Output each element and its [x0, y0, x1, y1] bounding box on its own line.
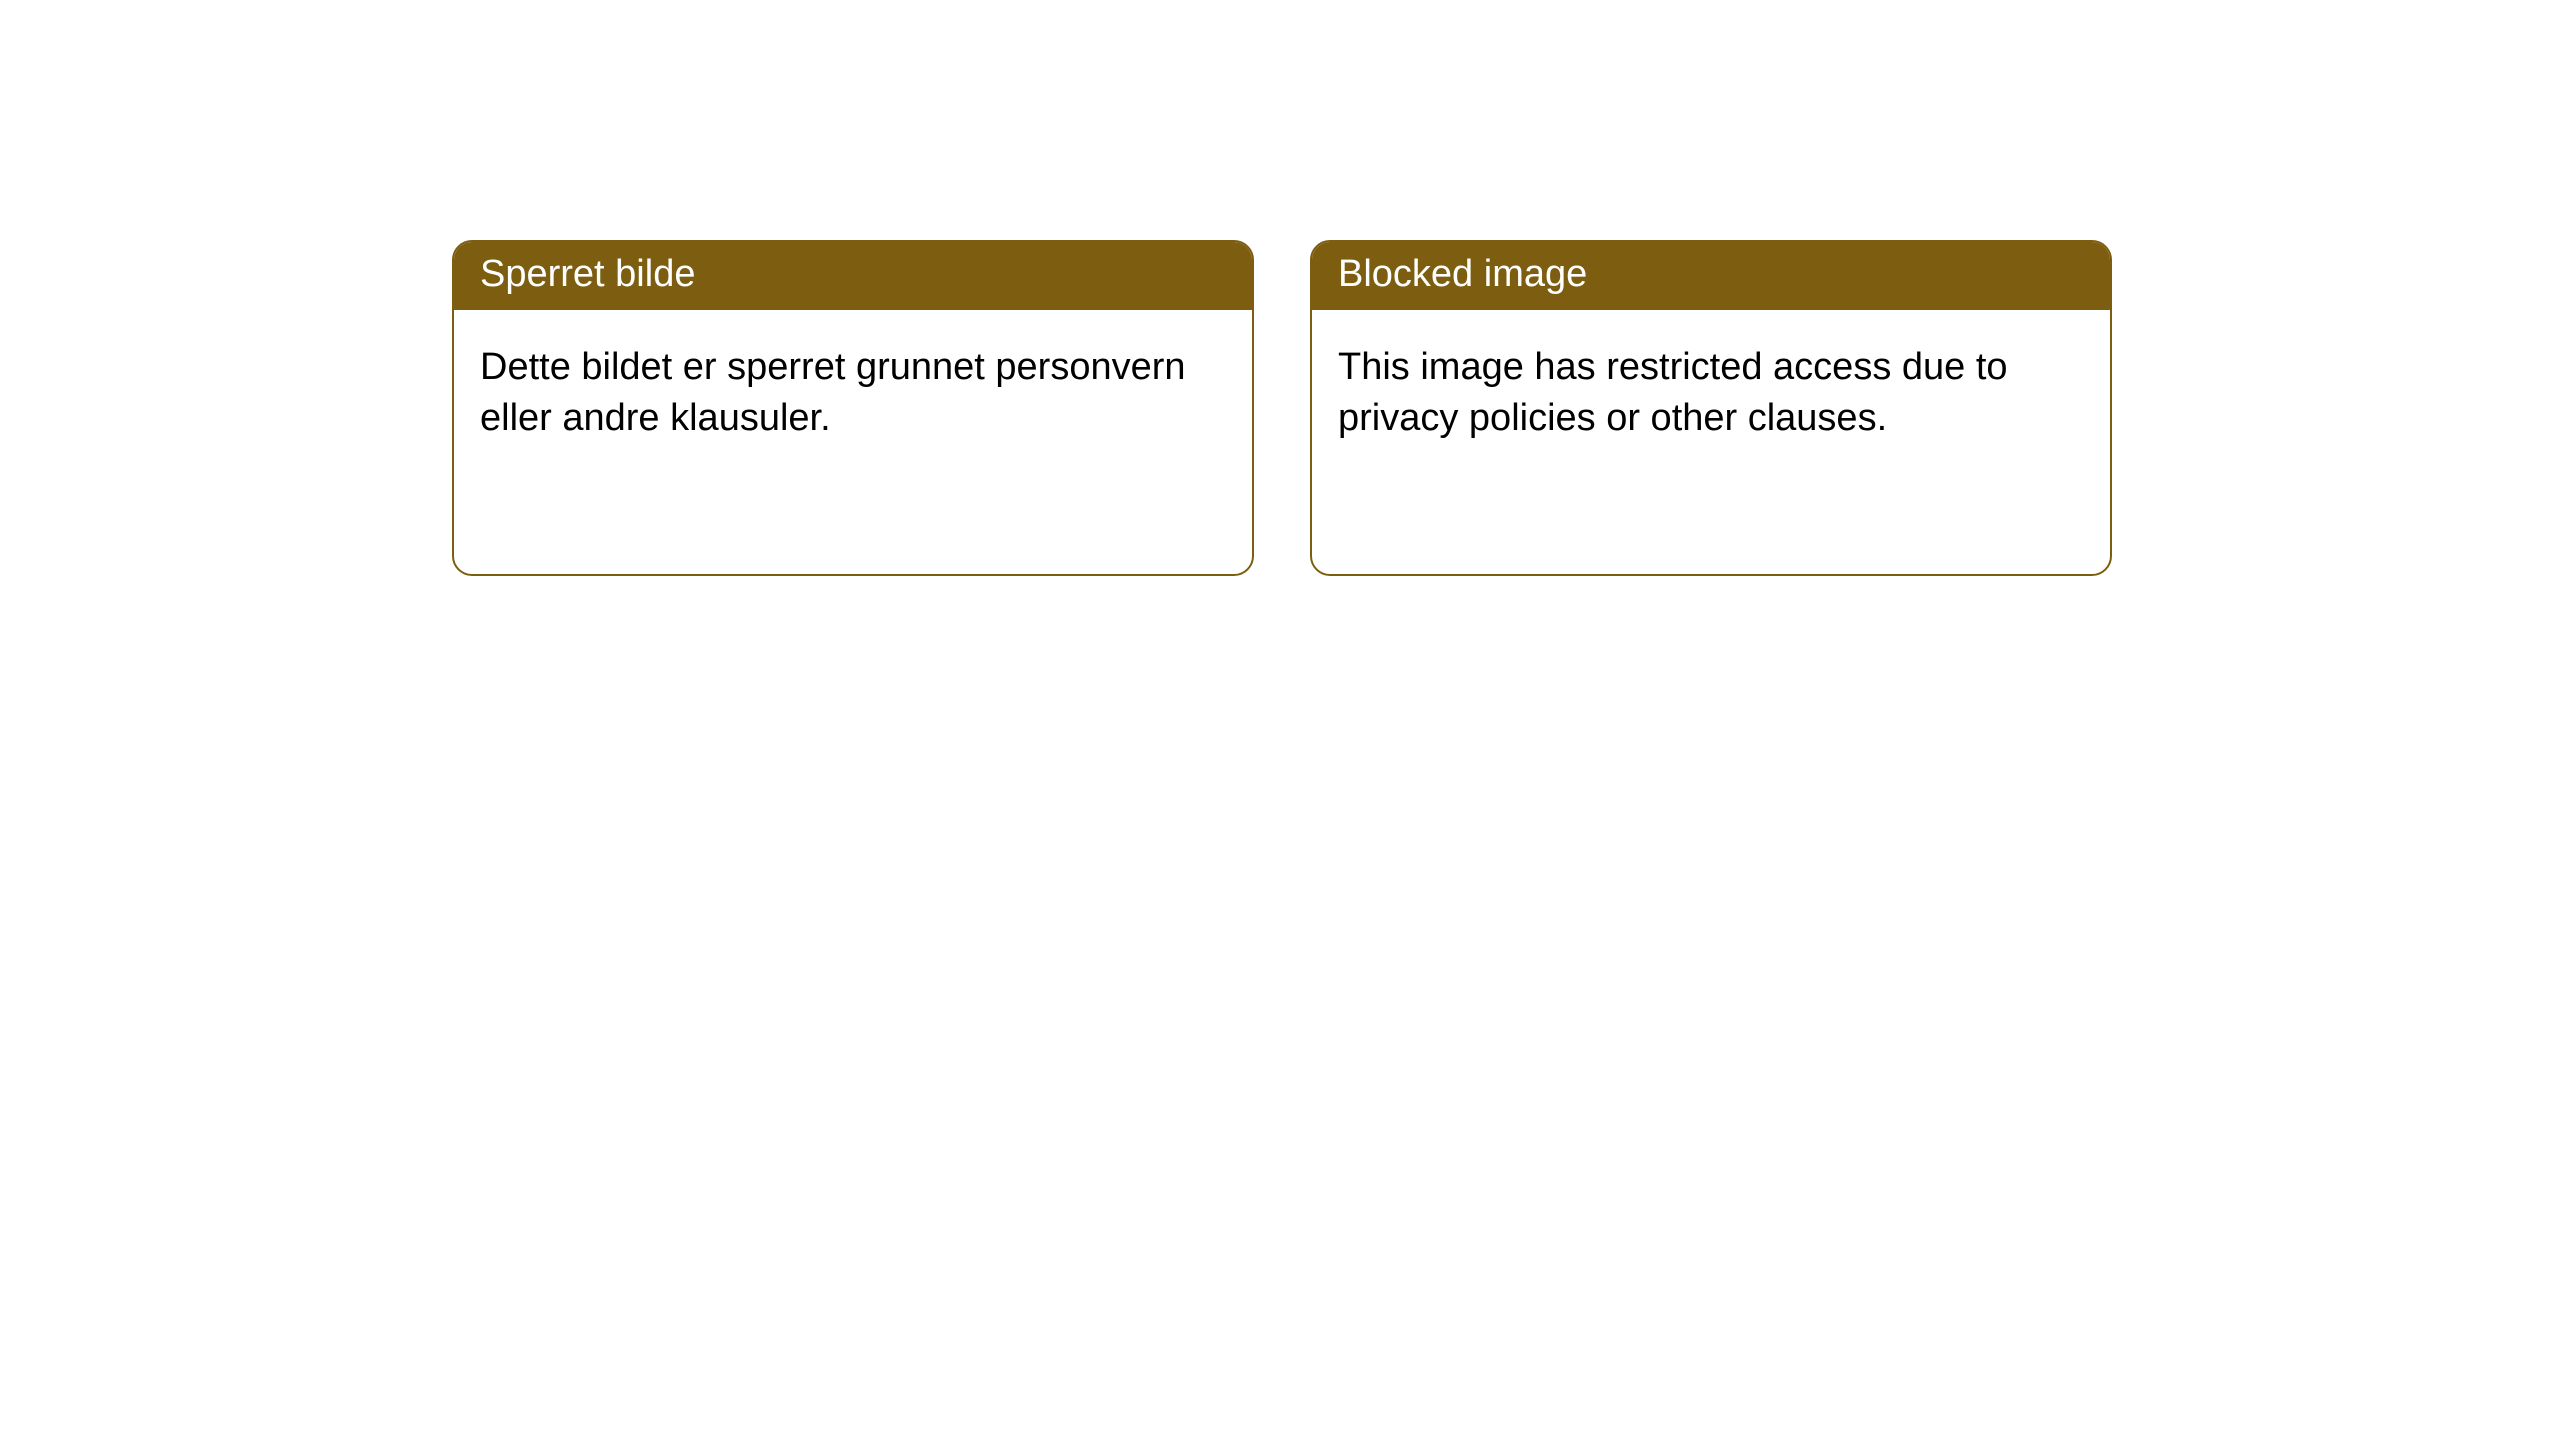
blocked-image-card-en: Blocked image This image has restricted …: [1310, 240, 2112, 576]
card-body: This image has restricted access due to …: [1312, 310, 2110, 477]
message-cards-container: Sperret bilde Dette bildet er sperret gr…: [0, 0, 2560, 576]
card-header: Sperret bilde: [454, 242, 1252, 310]
card-body: Dette bildet er sperret grunnet personve…: [454, 310, 1252, 477]
blocked-image-card-no: Sperret bilde Dette bildet er sperret gr…: [452, 240, 1254, 576]
card-header: Blocked image: [1312, 242, 2110, 310]
